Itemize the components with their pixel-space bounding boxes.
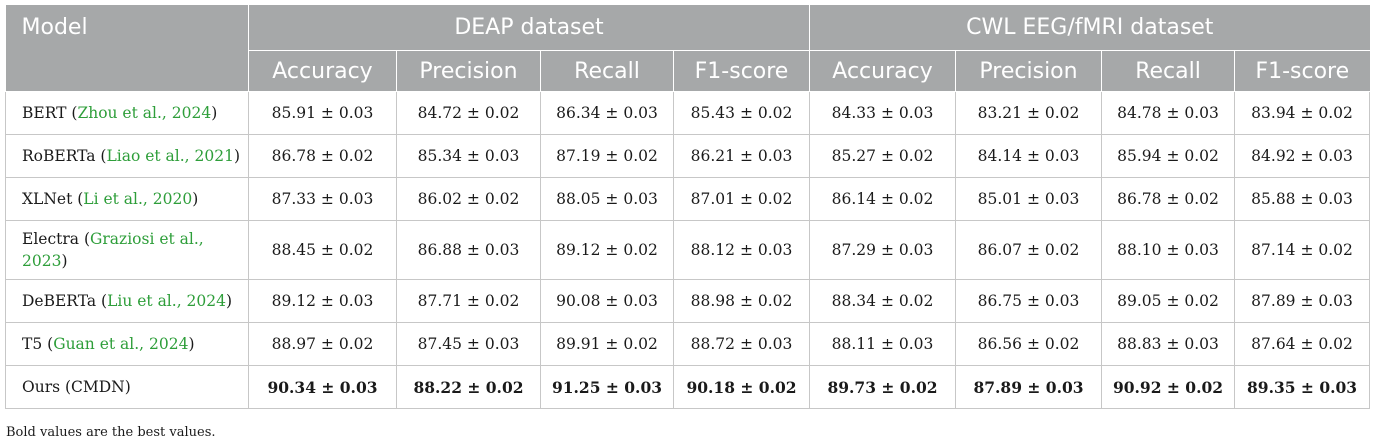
value-cell: 87.33 ± 0.03 xyxy=(248,177,397,221)
value-cell: 84.14 ± 0.03 xyxy=(955,134,1103,178)
table-row: Electra (Graziosi et al., 2023) 88.45 ± … xyxy=(5,220,1371,280)
citation-link[interactable]: Zhou et al., 2024 xyxy=(77,104,212,122)
value-cell: 89.12 ± 0.02 xyxy=(540,220,674,280)
value-cell: 88.05 ± 0.03 xyxy=(540,177,674,221)
value-cell: 87.71 ± 0.02 xyxy=(396,279,541,323)
value-cell: 88.83 ± 0.03 xyxy=(1101,322,1236,366)
value-cell: 86.88 ± 0.03 xyxy=(396,220,541,280)
value-cell: 86.75 ± 0.03 xyxy=(955,279,1103,323)
value-cell: 86.07 ± 0.02 xyxy=(955,220,1103,280)
value-cell: 83.21 ± 0.02 xyxy=(955,91,1103,135)
value-cell: 88.97 ± 0.02 xyxy=(248,322,397,366)
best-value-cell: 91.25 ± 0.03 xyxy=(540,365,674,409)
value-cell: 87.89 ± 0.03 xyxy=(1234,279,1371,323)
model-cell: XLNet (Li et al., 2020) xyxy=(5,177,249,221)
table-footnote: Bold values are the best values. xyxy=(6,425,216,440)
model-cell: Electra (Graziosi et al., 2023) xyxy=(5,220,249,280)
metric-header: Precision xyxy=(955,50,1103,92)
value-cell: 85.34 ± 0.03 xyxy=(396,134,541,178)
model-name: T5 xyxy=(22,335,43,353)
model-name: XLNet xyxy=(22,190,73,208)
value-cell: 88.11 ± 0.03 xyxy=(809,322,957,366)
cwl-group-header: CWL EEG/fMRI dataset xyxy=(809,5,1370,51)
metric-header: F1-score xyxy=(673,50,811,92)
results-table: Model DEAP dataset CWL EEG/fMRI dataset … xyxy=(5,5,1371,409)
value-cell: 85.88 ± 0.03 xyxy=(1234,177,1371,221)
best-value-cell: 87.89 ± 0.03 xyxy=(955,365,1103,409)
model-name: DeBERTa xyxy=(22,292,97,310)
value-cell: 87.45 ± 0.03 xyxy=(396,322,541,366)
value-cell: 87.01 ± 0.02 xyxy=(672,177,811,221)
citation-link[interactable]: Liu et al., 2024 xyxy=(107,292,226,310)
deap-group-header: DEAP dataset xyxy=(248,5,811,51)
value-cell: 88.45 ± 0.02 xyxy=(248,220,397,280)
metric-header: Accuracy xyxy=(248,50,397,92)
value-cell: 86.78 ± 0.02 xyxy=(248,134,397,178)
value-cell: 88.10 ± 0.03 xyxy=(1101,220,1236,280)
value-cell: 84.33 ± 0.03 xyxy=(809,91,957,135)
metric-header: F1-score xyxy=(1234,50,1370,92)
best-value-cell: 90.34 ± 0.03 xyxy=(248,365,397,409)
value-cell: 85.27 ± 0.02 xyxy=(809,134,957,178)
value-cell: 89.91 ± 0.02 xyxy=(540,322,674,366)
metric-header: Recall xyxy=(1101,50,1236,92)
model-name: RoBERTa xyxy=(22,147,96,165)
value-cell: 86.56 ± 0.02 xyxy=(955,322,1103,366)
citation-link[interactable]: Graziosi et al., 2023 xyxy=(22,230,204,270)
citation-link[interactable]: Li et al., 2020 xyxy=(83,190,193,208)
citation-link[interactable]: Guan et al., 2024 xyxy=(53,335,189,353)
value-cell: 86.21 ± 0.03 xyxy=(672,134,811,178)
value-cell: 85.91 ± 0.03 xyxy=(248,91,397,135)
value-cell: 84.78 ± 0.03 xyxy=(1101,91,1236,135)
table-row: DeBERTa (Liu et al., 2024) 89.12 ± 0.03 … xyxy=(5,279,1371,323)
value-cell: 87.14 ± 0.02 xyxy=(1234,220,1371,280)
model-cell: DeBERTa (Liu et al., 2024) xyxy=(5,279,249,323)
value-cell: 85.01 ± 0.03 xyxy=(955,177,1103,221)
value-cell: 87.64 ± 0.02 xyxy=(1234,322,1371,366)
table-row: T5 (Guan et al., 2024) 88.97 ± 0.02 87.4… xyxy=(5,322,1371,366)
value-cell: 85.94 ± 0.02 xyxy=(1101,134,1236,178)
value-cell: 89.05 ± 0.02 xyxy=(1101,279,1236,323)
model-cell: T5 (Guan et al., 2024) xyxy=(5,322,249,366)
value-cell: 86.02 ± 0.02 xyxy=(396,177,541,221)
value-cell: 88.72 ± 0.03 xyxy=(672,322,811,366)
value-cell: 85.43 ± 0.02 xyxy=(672,91,811,135)
metric-header: Precision xyxy=(396,50,541,92)
model-cell: RoBERTa (Liao et al., 2021) xyxy=(5,134,249,178)
value-cell: 87.19 ± 0.02 xyxy=(540,134,674,178)
metric-header: Recall xyxy=(540,50,674,92)
value-cell: 84.92 ± 0.03 xyxy=(1234,134,1371,178)
best-value-cell: 90.18 ± 0.02 xyxy=(672,365,811,409)
table-row: RoBERTa (Liao et al., 2021) 86.78 ± 0.02… xyxy=(5,134,1371,178)
model-name: BERT xyxy=(22,104,67,122)
best-value-cell: 90.92 ± 0.02 xyxy=(1101,365,1236,409)
model-name: Electra xyxy=(22,230,80,248)
metric-header: Accuracy xyxy=(809,50,957,92)
best-value-cell: 89.73 ± 0.02 xyxy=(809,365,957,409)
best-value-cell: 88.22 ± 0.02 xyxy=(396,365,541,409)
value-cell: 87.29 ± 0.03 xyxy=(809,220,957,280)
value-cell: 89.12 ± 0.03 xyxy=(248,279,397,323)
value-cell: 86.78 ± 0.02 xyxy=(1101,177,1236,221)
results-table-container: Model DEAP dataset CWL EEG/fMRI dataset … xyxy=(5,5,1371,409)
model-column-header: Model xyxy=(5,5,249,92)
value-cell: 86.14 ± 0.02 xyxy=(809,177,957,221)
table-row: XLNet (Li et al., 2020) 87.33 ± 0.03 86.… xyxy=(5,177,1371,221)
model-cell: BERT (Zhou et al., 2024) xyxy=(5,91,249,135)
value-cell: 88.34 ± 0.02 xyxy=(809,279,957,323)
value-cell: 84.72 ± 0.02 xyxy=(396,91,541,135)
table-header: Model DEAP dataset CWL EEG/fMRI dataset … xyxy=(5,5,1370,92)
value-cell: 86.34 ± 0.03 xyxy=(540,91,674,135)
citation-link[interactable]: Liao et al., 2021 xyxy=(106,147,234,165)
model-cell: Ours (CMDN) xyxy=(5,365,249,409)
table-body: BERT (Zhou et al., 2024) 85.91 ± 0.03 84… xyxy=(5,91,1371,409)
value-cell: 88.98 ± 0.02 xyxy=(672,279,811,323)
table-row-ours: Ours (CMDN) 90.34 ± 0.03 88.22 ± 0.02 91… xyxy=(5,365,1371,409)
value-cell: 83.94 ± 0.02 xyxy=(1234,91,1371,135)
value-cell: 90.08 ± 0.03 xyxy=(540,279,674,323)
best-value-cell: 89.35 ± 0.03 xyxy=(1234,365,1371,409)
value-cell: 88.12 ± 0.03 xyxy=(672,220,811,280)
table-row: BERT (Zhou et al., 2024) 85.91 ± 0.03 84… xyxy=(5,91,1371,135)
